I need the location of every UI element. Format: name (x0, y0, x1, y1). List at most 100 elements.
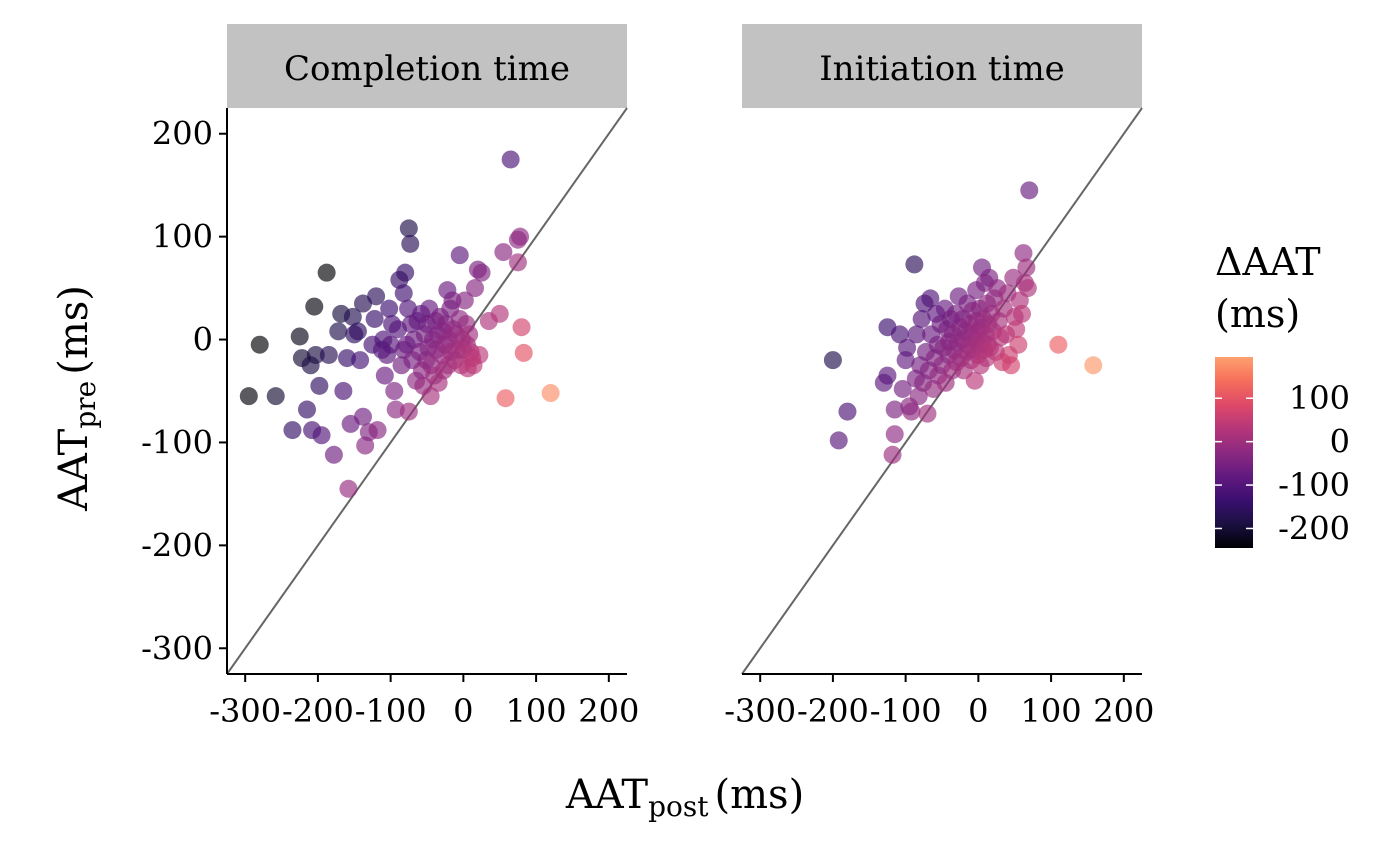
scatter-point (324, 445, 343, 464)
x-axis-title-subscript: post (648, 790, 709, 823)
y-tick-label: -300 (141, 629, 213, 667)
scatter-point (394, 284, 413, 303)
x-axis-title-base: AAT (565, 772, 649, 818)
y-axis-title: AATpre (ms) (51, 285, 102, 512)
scatter-point (1007, 320, 1026, 339)
scatter-point (421, 387, 440, 406)
scatter-point (250, 335, 269, 354)
scatter-point (1002, 356, 1021, 375)
scatter-point (541, 384, 560, 403)
x-tick-label: -300 (209, 692, 281, 730)
legend-tick-label: 0 (1330, 423, 1350, 461)
scatter-point (339, 479, 358, 498)
y-axis-title-unit: (ms) (51, 285, 97, 375)
scatter-point (512, 318, 531, 337)
x-tick-label: 100 (1021, 692, 1082, 730)
panel-title: Completion time (284, 49, 570, 89)
scatter-point (1018, 279, 1037, 298)
scatter-point (399, 219, 418, 238)
y-tick-label: 0 (193, 321, 213, 359)
panel-initiation-time: Initiation time -300 -200 -100 0 100 200 (724, 24, 1154, 730)
scatter-point (380, 299, 399, 318)
scatter-point (343, 307, 362, 326)
scatter-point (907, 325, 926, 344)
scatter-point (496, 389, 515, 408)
scatter-point (310, 376, 329, 395)
scatter-point (511, 227, 530, 246)
scatter-points (823, 181, 1103, 464)
scatter-point (1049, 335, 1068, 354)
scatter-point (460, 325, 479, 344)
panel-strip (742, 24, 1142, 108)
scatter-point (365, 309, 384, 328)
x-tick-label: -100 (870, 692, 942, 730)
scatter-point (1017, 258, 1036, 277)
panel-title: Initiation time (819, 49, 1065, 89)
scatter-point (305, 297, 324, 316)
scatter-point (317, 263, 336, 282)
legend-title-line1: ΔAAT (1215, 240, 1321, 284)
scatter-point (883, 445, 902, 464)
scatter-point (298, 400, 316, 419)
scatter-point (266, 387, 285, 406)
legend-colorbar (1215, 357, 1253, 548)
scatter-point (399, 402, 418, 421)
y-tick-label: 200 (152, 115, 213, 153)
scatter-point (472, 263, 491, 282)
scatter-point (354, 294, 372, 313)
scatter-point (965, 371, 984, 390)
scatter-point (375, 366, 394, 385)
panel-axes: -300 -200 -100 0 100 200 (724, 673, 1154, 730)
scatter-point (823, 351, 842, 370)
scatter-point (1013, 304, 1031, 323)
scatter-point (354, 407, 372, 426)
scatter-point (902, 402, 921, 421)
scatter-point (1009, 335, 1028, 354)
color-legend: ΔAAT (ms) 100 0 -100 -200 (1215, 240, 1350, 548)
legend-tick-label: 100 (1289, 379, 1350, 417)
scatter-point (918, 404, 937, 423)
scatter-point (290, 327, 309, 346)
scatter-point (368, 421, 387, 440)
x-tick-label: 100 (506, 692, 567, 730)
y-tick-label: 100 (152, 218, 213, 256)
y-axis-title-base: AAT (51, 428, 97, 512)
scatter-point (885, 400, 904, 419)
scatter-point (306, 345, 325, 364)
x-tick-label: -200 (282, 692, 354, 730)
scatter-point (905, 255, 924, 274)
scatter-point (829, 431, 848, 450)
scatter-point (351, 351, 370, 370)
scatter-point (898, 338, 917, 357)
legend-tick-label: -200 (1278, 509, 1350, 547)
legend-title-line2: (ms) (1215, 292, 1300, 336)
scatter-point (1020, 181, 1039, 200)
scatter-point (466, 279, 484, 298)
scatter-point (239, 387, 258, 406)
scatter-point (443, 291, 462, 310)
x-tick-label: -300 (724, 692, 796, 730)
scatter-points (239, 150, 560, 498)
legend-tick-label: -100 (1278, 466, 1350, 504)
scatter-point (450, 246, 469, 265)
scatter-point (385, 382, 404, 400)
scatter-point (890, 325, 909, 344)
y-tick-label: -200 (141, 526, 213, 564)
scatter-point (514, 343, 533, 362)
scatter-point (893, 379, 912, 398)
scatter-point (878, 366, 897, 385)
scatter-point (501, 150, 520, 169)
x-tick-label: 0 (453, 692, 473, 730)
x-tick-label: -200 (797, 692, 869, 730)
scatter-point (283, 421, 302, 440)
y-tick-label: -100 (141, 423, 213, 461)
legend-ticks: 100 0 -100 -200 (1215, 379, 1350, 547)
panel-completion-time: Completion time -300 -200 -100 0 100 200-300-… (141, 24, 639, 730)
scatter-point (396, 263, 415, 282)
scatter-point (1084, 356, 1103, 375)
scatter-point (329, 322, 348, 341)
scatter-point (367, 287, 386, 306)
scatter-point (334, 382, 353, 400)
